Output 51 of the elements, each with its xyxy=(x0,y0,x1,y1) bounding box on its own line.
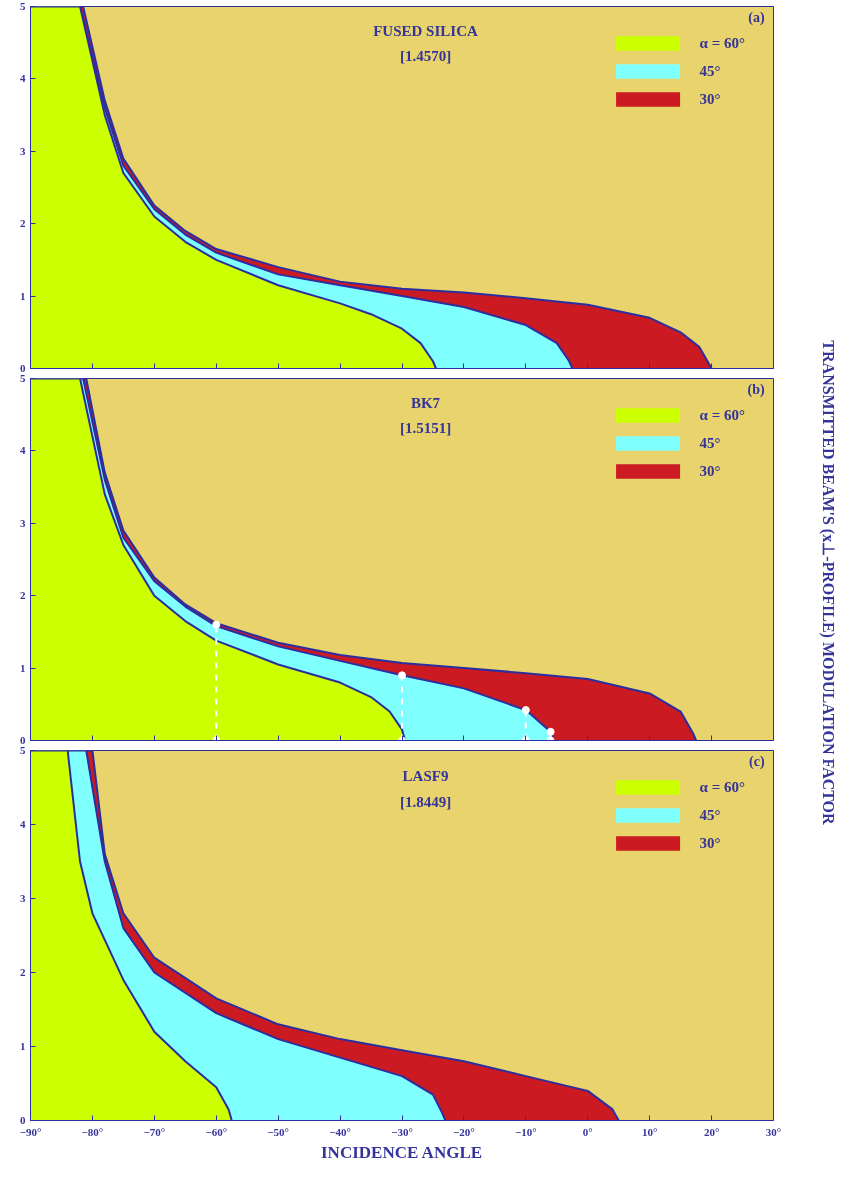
legend-label: 45° xyxy=(699,806,721,824)
y-tick-label: 1 xyxy=(20,289,26,302)
text: LASF9 xyxy=(402,767,449,784)
y-tick-label: 5 xyxy=(20,744,26,756)
x-tick-label: 30° xyxy=(765,1125,782,1138)
x-tick-label: −20° xyxy=(453,1125,475,1138)
y-tick-label: 2 xyxy=(20,966,26,978)
y-tick-label: 2 xyxy=(20,217,26,230)
text: [1.4570] xyxy=(399,48,452,65)
y-tick-label: 3 xyxy=(20,892,26,904)
text: FUSED SILICA xyxy=(373,23,478,40)
y-tick-label: 1 xyxy=(20,661,26,674)
annotation: (a) xyxy=(748,9,765,26)
y-tick-label: 4 xyxy=(20,444,26,457)
annotation: (c) xyxy=(749,754,765,770)
y-tick-label: 1 xyxy=(20,1040,26,1052)
legend-label: 30° xyxy=(699,90,721,108)
y-tick-label: 0 xyxy=(20,1114,26,1126)
legend-label: 30° xyxy=(699,834,721,852)
x-tick-label: −40° xyxy=(329,1125,351,1138)
y-tick-label: 0 xyxy=(20,362,26,374)
text: BK7 xyxy=(410,395,441,412)
y-tick-label: 5 xyxy=(20,0,26,12)
y-tick-label: 2 xyxy=(20,589,26,602)
legend-label: 45° xyxy=(699,62,721,80)
y-tick-label: 0 xyxy=(20,734,26,746)
y-tick-label: 3 xyxy=(20,516,26,529)
legend-label: α = 60° xyxy=(699,406,745,424)
x-tick-label: 20° xyxy=(703,1125,720,1138)
x-tick-label: −10° xyxy=(515,1125,537,1138)
y-tick-label: 4 xyxy=(20,72,26,85)
legend-label: 45° xyxy=(699,434,721,452)
y-tick-label: 4 xyxy=(20,818,26,830)
legend-label: α = 60° xyxy=(699,34,745,52)
legend-label: α = 60° xyxy=(699,778,745,796)
y-axis-title: TRANSMITTED BEAM'S (x⊥-PROFILE) MODULATION FACTOR xyxy=(819,340,837,826)
x-tick-label: 10° xyxy=(641,1125,658,1138)
annotation: (b) xyxy=(747,381,765,398)
x-tick-label: −80° xyxy=(81,1125,104,1138)
y-tick-label: 3 xyxy=(20,144,26,157)
x-tick-label: −60° xyxy=(205,1125,228,1138)
x-tick-label: −30° xyxy=(391,1125,413,1138)
x-tick-label: −70° xyxy=(143,1125,166,1138)
x-tick-label: −90° xyxy=(19,1125,42,1138)
x-tick-label: 0° xyxy=(582,1125,593,1138)
x-tick-label: −50° xyxy=(267,1125,290,1138)
text: [1.8449] xyxy=(399,793,452,810)
y-tick-label: 5 xyxy=(20,372,26,384)
legend-label: 30° xyxy=(699,462,721,480)
x-axis-title: INCIDENCE ANGLE xyxy=(321,1142,483,1162)
text: [1.5151] xyxy=(399,420,452,437)
